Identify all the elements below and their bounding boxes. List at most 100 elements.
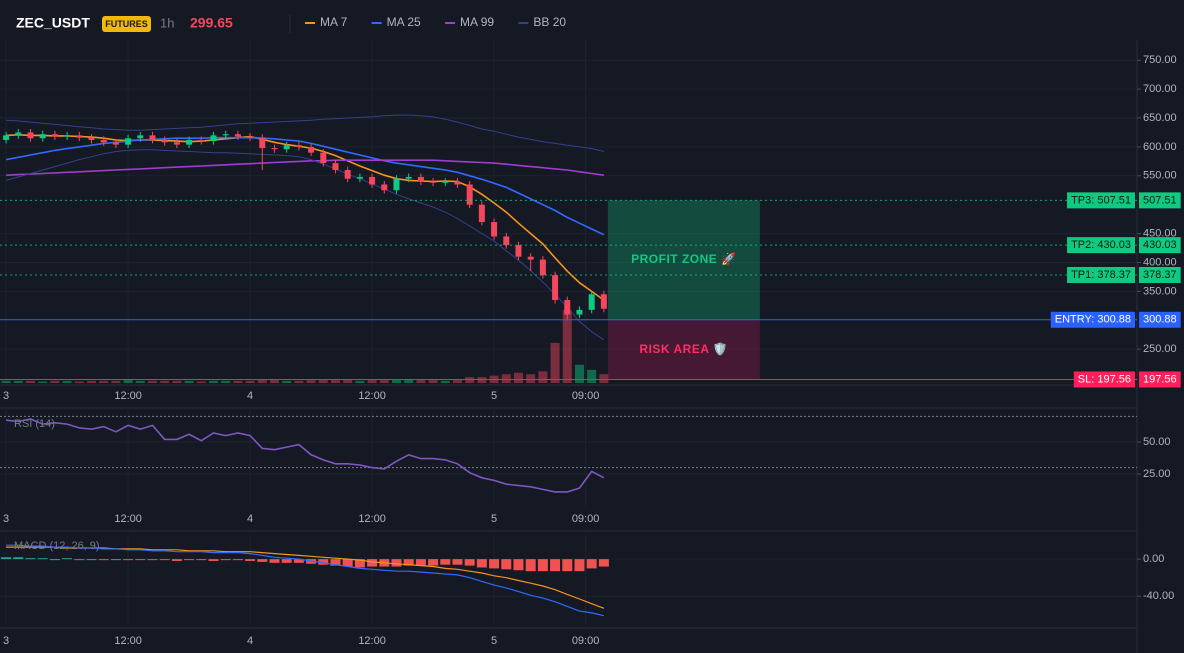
legend-label: MA 99 bbox=[460, 15, 494, 29]
macd-histogram-bar bbox=[476, 559, 487, 568]
price-line-value: 300.88 bbox=[1143, 314, 1177, 326]
volume-bar bbox=[62, 380, 72, 383]
candle-body bbox=[320, 152, 327, 164]
volume-bar bbox=[587, 369, 597, 383]
volume-bar bbox=[501, 374, 511, 383]
macd-histogram-bar bbox=[159, 559, 170, 561]
volume-bar bbox=[184, 380, 194, 383]
price-line-label-bg bbox=[1050, 311, 1135, 328]
last-price: 299.65 bbox=[190, 15, 233, 31]
x-tick-label: 12:00 bbox=[358, 635, 386, 647]
price-line-value-bg bbox=[1139, 237, 1181, 254]
volume-bar bbox=[25, 380, 35, 383]
candle-body bbox=[552, 275, 559, 301]
legend-label: BB 20 bbox=[533, 15, 566, 29]
macd-signal-line bbox=[6, 546, 605, 609]
volume-bar bbox=[477, 377, 487, 383]
candle-body bbox=[527, 256, 534, 260]
price-line-value-bg bbox=[1139, 371, 1181, 388]
candle-body bbox=[466, 184, 473, 205]
candle-body bbox=[247, 136, 254, 138]
price-line-value: 378.37 bbox=[1143, 269, 1177, 281]
candle-body bbox=[308, 146, 315, 153]
volume-bar bbox=[257, 379, 267, 383]
candle-body bbox=[503, 236, 510, 246]
volume-bar bbox=[294, 380, 304, 383]
x-tick-label: 5 bbox=[491, 635, 497, 647]
bb-lower bbox=[5, 149, 605, 341]
candle-body bbox=[430, 181, 437, 183]
volume-bar bbox=[306, 380, 316, 383]
candle-body bbox=[295, 145, 302, 147]
macd-histogram-bar bbox=[452, 559, 463, 565]
macd-histogram-bar bbox=[391, 559, 402, 567]
price-line-label: TP1: 378.37 bbox=[1071, 269, 1131, 281]
y-tick-label: 650.00 bbox=[1143, 112, 1177, 124]
volume-bar bbox=[452, 380, 462, 383]
candle-body bbox=[76, 135, 83, 138]
x-tick-label: 12:00 bbox=[358, 513, 386, 525]
candle-body bbox=[454, 181, 461, 185]
volume-bar bbox=[562, 310, 572, 383]
volume-bar bbox=[196, 381, 206, 383]
volume-bar bbox=[416, 380, 426, 383]
y-tick-label: 400.00 bbox=[1143, 256, 1177, 268]
price-line-label-bg bbox=[1067, 192, 1135, 209]
candle-body bbox=[100, 139, 107, 143]
macd-histogram-bar bbox=[293, 559, 304, 563]
volume-bar bbox=[135, 380, 145, 383]
zone-label: RISK AREA 🛡️ bbox=[639, 342, 728, 356]
volume-bar bbox=[147, 380, 157, 383]
volume-bar bbox=[111, 380, 121, 383]
ma-line bbox=[6, 159, 605, 176]
candle-body bbox=[491, 222, 498, 237]
y-tick-label: 700.00 bbox=[1143, 83, 1177, 95]
candle-body bbox=[39, 134, 46, 139]
candle-body bbox=[478, 204, 485, 223]
volume-bar bbox=[86, 380, 96, 383]
macd-histogram-bar bbox=[184, 559, 195, 561]
candle-body bbox=[381, 184, 388, 191]
macd-histogram-bar bbox=[110, 559, 121, 561]
candle-body bbox=[186, 139, 193, 145]
volume-bar bbox=[233, 380, 243, 383]
candle-body bbox=[405, 176, 412, 179]
macd-histogram-bar bbox=[537, 559, 548, 572]
volume-bar bbox=[123, 380, 133, 383]
price-line-label-bg bbox=[1073, 371, 1135, 388]
y-tick-label: 750.00 bbox=[1143, 54, 1177, 66]
x-tick-label: 12:00 bbox=[114, 513, 142, 525]
candle-body bbox=[137, 135, 144, 139]
volume-bar bbox=[440, 380, 450, 383]
macd-histogram-bar bbox=[403, 559, 414, 566]
x-tick-label: 5 bbox=[491, 513, 497, 525]
zone-label: PROFIT ZONE 🚀 bbox=[631, 252, 736, 266]
candle-body bbox=[332, 163, 339, 171]
x-tick-label: 3 bbox=[3, 390, 9, 402]
macd-histogram-bar bbox=[232, 559, 243, 561]
volume-bar bbox=[404, 380, 414, 383]
macd-histogram-bar bbox=[135, 559, 146, 561]
candle-body bbox=[234, 134, 241, 137]
badge: FUTURES bbox=[105, 19, 148, 29]
x-tick-label: 12:00 bbox=[358, 390, 386, 402]
macd-histogram-bar bbox=[550, 559, 561, 572]
volume-bar bbox=[50, 380, 60, 383]
macd-histogram-bar bbox=[13, 557, 24, 560]
pane-title: MACD (12, 26, 9) bbox=[14, 540, 100, 552]
candle-body bbox=[173, 142, 180, 145]
volume-bar bbox=[38, 381, 48, 383]
candle-body bbox=[271, 148, 278, 150]
macd-histogram-bar bbox=[428, 559, 439, 566]
macd-histogram-bar bbox=[513, 559, 524, 571]
macd-histogram-bar bbox=[598, 559, 609, 567]
volume-bar bbox=[343, 380, 353, 383]
candle-body bbox=[210, 135, 217, 142]
volume-bar bbox=[13, 380, 23, 383]
zone bbox=[607, 200, 760, 320]
volume-bar bbox=[379, 380, 389, 383]
candle-body bbox=[149, 135, 156, 140]
macd-histogram-bar bbox=[245, 559, 256, 561]
volume-bar bbox=[269, 380, 279, 383]
